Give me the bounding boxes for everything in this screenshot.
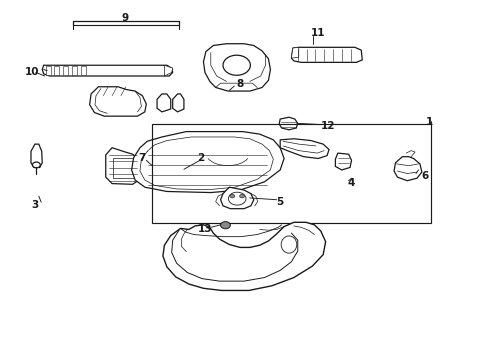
Text: 3: 3 — [31, 200, 39, 210]
Polygon shape — [106, 148, 142, 184]
Polygon shape — [279, 117, 298, 130]
Polygon shape — [31, 144, 42, 167]
Text: 11: 11 — [311, 28, 325, 38]
Polygon shape — [72, 66, 77, 75]
Polygon shape — [90, 87, 147, 116]
Text: 6: 6 — [421, 171, 428, 181]
Polygon shape — [46, 66, 50, 75]
Circle shape — [220, 222, 230, 229]
Ellipse shape — [281, 236, 297, 253]
Text: 2: 2 — [197, 153, 205, 163]
Polygon shape — [63, 66, 68, 75]
Bar — [113, 158, 135, 178]
Polygon shape — [164, 65, 172, 76]
Text: 8: 8 — [237, 79, 244, 89]
Polygon shape — [42, 65, 172, 76]
Polygon shape — [132, 132, 284, 193]
Circle shape — [228, 192, 246, 205]
Text: 10: 10 — [25, 67, 40, 77]
Text: 13: 13 — [197, 225, 212, 234]
Text: 7: 7 — [139, 153, 146, 163]
Circle shape — [223, 55, 250, 75]
Polygon shape — [280, 139, 329, 158]
Text: 4: 4 — [348, 178, 355, 188]
Polygon shape — [335, 153, 351, 170]
Circle shape — [230, 194, 235, 198]
Polygon shape — [292, 47, 362, 62]
Polygon shape — [394, 157, 422, 181]
Circle shape — [240, 194, 245, 198]
Polygon shape — [81, 66, 86, 75]
Polygon shape — [203, 44, 270, 91]
Polygon shape — [163, 222, 326, 291]
Text: 9: 9 — [122, 13, 129, 23]
Polygon shape — [157, 94, 171, 112]
Bar — [152, 125, 431, 223]
Polygon shape — [172, 94, 184, 112]
Polygon shape — [292, 47, 299, 58]
Text: 1: 1 — [426, 117, 433, 127]
Polygon shape — [220, 187, 254, 209]
Text: 12: 12 — [321, 121, 335, 131]
Circle shape — [32, 162, 40, 168]
Text: 5: 5 — [276, 197, 284, 207]
Polygon shape — [54, 66, 59, 75]
